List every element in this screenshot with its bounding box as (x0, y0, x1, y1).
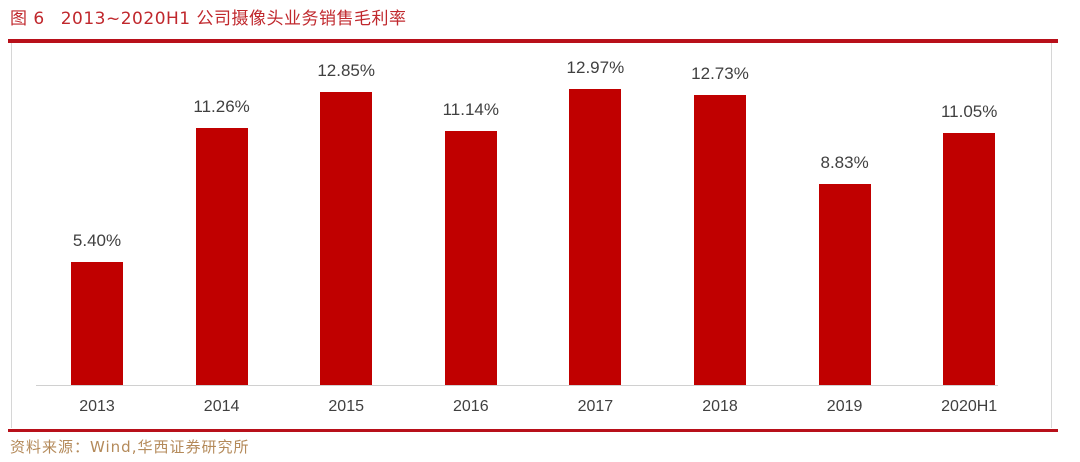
x-tick-label: 2013 (79, 398, 115, 415)
x-axis-line (36, 385, 998, 386)
bottom-rule (8, 429, 1058, 432)
x-tick-label: 2016 (453, 398, 489, 415)
data-label: 12.97% (566, 58, 625, 78)
x-tick-label: 2017 (577, 398, 614, 415)
data-label: 11.14% (442, 100, 499, 119)
bar-2015 (320, 92, 373, 385)
bar-2018 (694, 94, 746, 385)
bar-2014 (195, 128, 248, 385)
bar-2013 (71, 261, 123, 385)
source-note: 资料来源：Wind,华西证券研究所 (10, 438, 250, 456)
x-tick-label: 2015 (328, 398, 364, 415)
x-tick-label: 2014 (203, 398, 240, 415)
x-tick-label: 2018 (702, 398, 738, 415)
data-label: 11.05% (940, 102, 998, 122)
data-label: 5.40% (72, 230, 122, 250)
x-tick-label: 2020H1 (941, 398, 998, 415)
data-label: 11.26% (193, 97, 250, 117)
bar-2019 (818, 183, 871, 385)
data-label: 8.83% (820, 152, 869, 172)
bar-2017 (569, 89, 622, 385)
bar-2020H1 (943, 133, 996, 385)
chart-frame (11, 43, 1052, 428)
figure-title: 图 6 2013~2020H1 公司摄像头业务销售毛利率 (10, 4, 407, 29)
x-tick-label: 2019 (826, 398, 863, 415)
data-label: 12.73% (691, 63, 749, 83)
top-rule (8, 39, 1058, 43)
data-label: 12.85% (317, 61, 376, 81)
figure-title-text: 2013~2020H1 公司摄像头业务销售毛利率 (60, 9, 407, 29)
figure-number: 图 6 (10, 9, 45, 29)
bar-2016 (444, 131, 497, 385)
